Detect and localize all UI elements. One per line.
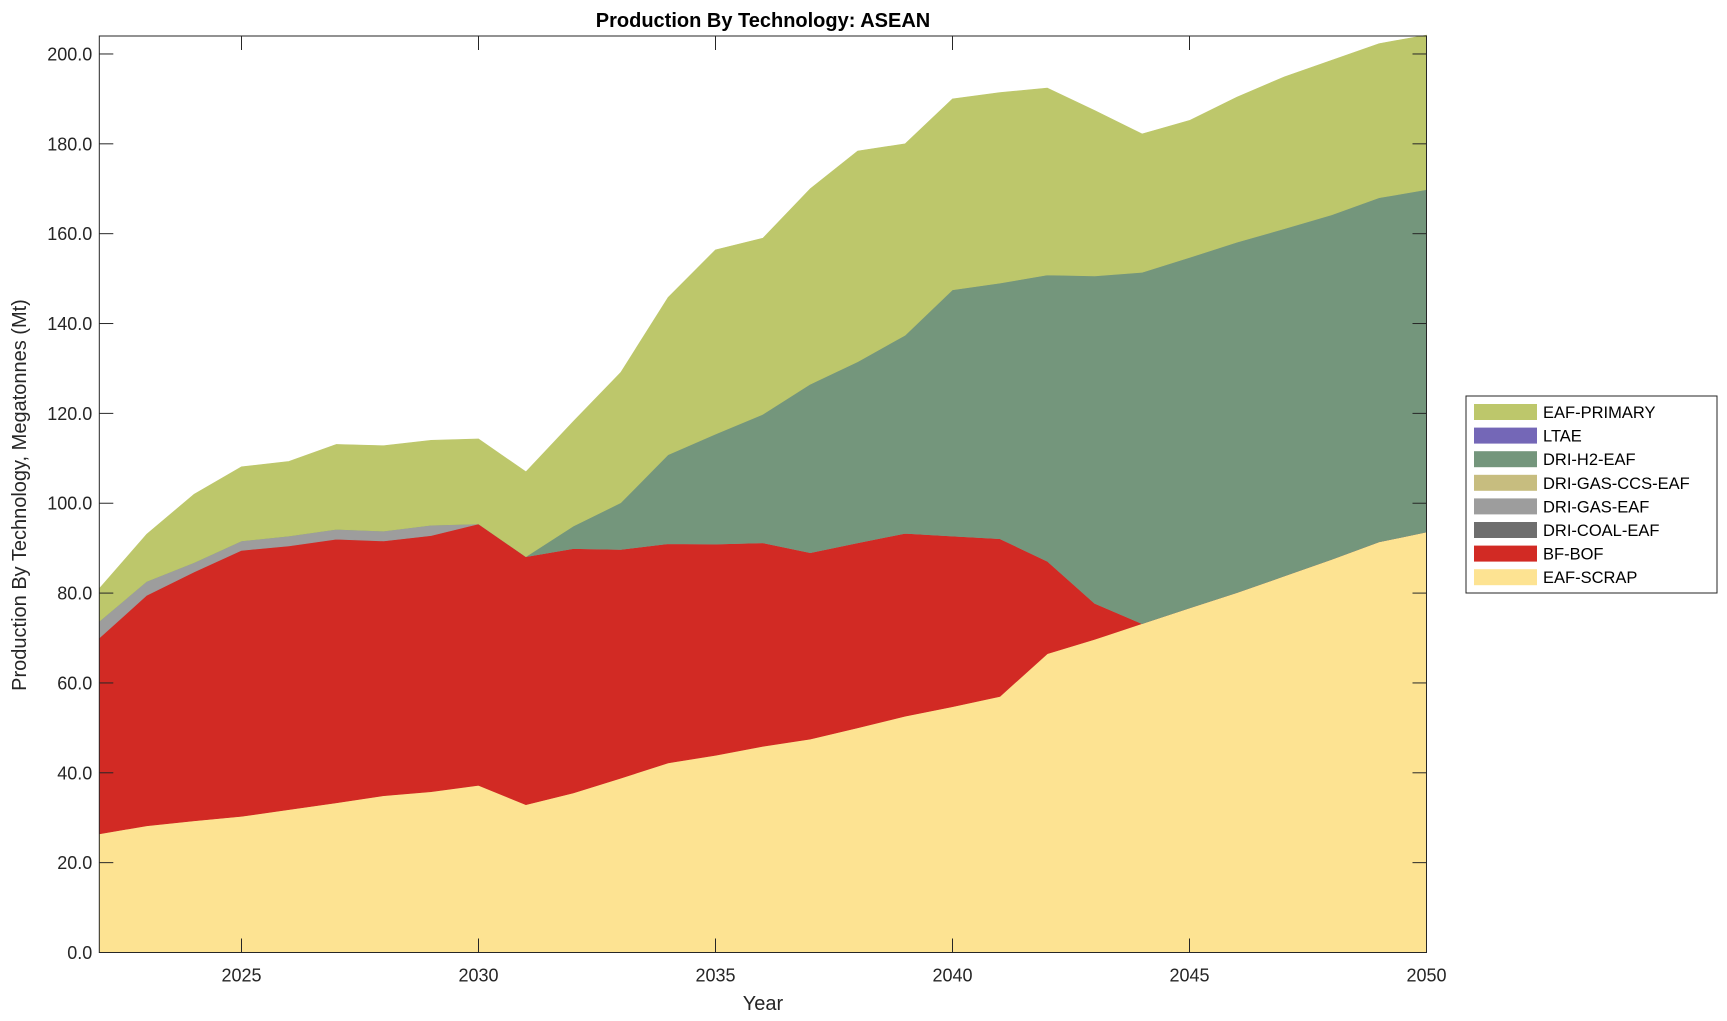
- y-tick-label: 160.0: [47, 224, 92, 244]
- y-tick-label: 180.0: [47, 134, 92, 154]
- legend-swatch: [1474, 545, 1537, 562]
- legend-swatch: [1474, 522, 1537, 538]
- x-tick-label: 2025: [221, 966, 261, 986]
- chart-title: Production By Technology: ASEAN: [596, 10, 930, 32]
- legend-item-dri-coal-eaf: DRI-COAL-EAF: [1474, 522, 1659, 540]
- axes-box: [98, 35, 1427, 953]
- x-tick-label: 2045: [1169, 966, 1209, 986]
- legend-label: EAF-SCRAP: [1543, 569, 1637, 587]
- y-axis-label: Production By Technology, Megatonnes (Mt…: [9, 299, 31, 691]
- legend-swatch: [1474, 569, 1537, 586]
- legend-label: BF-BOF: [1543, 546, 1604, 564]
- legend-item-dri-gas-ccs-eaf: DRI-GAS-CCS-EAF: [1474, 474, 1690, 493]
- y-tick-label: 140.0: [47, 314, 92, 334]
- legend-item-bf-bof: BF-BOF: [1474, 545, 1604, 564]
- axes-group: 2025 2030 2035 2040 2045 2050 0.0 20.0 40.0 60.0 8…: [47, 35, 1447, 986]
- legend-label: DRI-COAL-EAF: [1543, 522, 1659, 540]
- legend-swatch: [1474, 404, 1537, 420]
- area-series-group: [99, 34, 1427, 953]
- legend-item-dri-h2-eaf: DRI-H2-EAF: [1474, 451, 1636, 469]
- y-tick-label: 100.0: [47, 494, 92, 514]
- legend-label: LTAE: [1543, 428, 1582, 446]
- y-tick-label: 40.0: [57, 763, 92, 783]
- x-tick-label: 2040: [932, 966, 972, 986]
- x-tick-label: 2035: [695, 966, 735, 986]
- legend-label: EAF-PRIMARY: [1543, 404, 1655, 422]
- legend-swatch: [1474, 474, 1537, 491]
- y-tick-label: 120.0: [47, 404, 92, 424]
- legend-item-eaf-scrap: EAF-SCRAP: [1474, 569, 1637, 587]
- y-tick-label: 80.0: [57, 584, 92, 604]
- legend-item-eaf-primary: EAF-PRIMARY: [1474, 404, 1655, 422]
- legend-label: DRI-GAS-CCS-EAF: [1543, 475, 1690, 493]
- y-tick-label: 0.0: [67, 943, 92, 963]
- legend-swatch: [1474, 427, 1537, 444]
- legend-swatch: [1474, 498, 1537, 515]
- y-tick-label: 20.0: [57, 853, 92, 873]
- y-tick-label: 60.0: [57, 673, 92, 693]
- x-tick-label: 2030: [458, 966, 498, 986]
- legend-item-ltae: LTAE: [1474, 427, 1582, 446]
- legend-label: DRI-GAS-EAF: [1543, 498, 1649, 516]
- x-axis-label: Year: [743, 993, 784, 1015]
- legend: EAF-PRIMARY LTAE DRI-H2-EAF DRI-GAS-CCS-EAF…: [1465, 395, 1718, 594]
- legend-item-dri-gas-eaf: DRI-GAS-EAF: [1474, 498, 1649, 516]
- x-tick-label: 2050: [1406, 966, 1446, 986]
- y-tick-label: 200.0: [47, 44, 92, 64]
- legend-swatch: [1474, 451, 1537, 468]
- legend-label: DRI-H2-EAF: [1543, 451, 1636, 469]
